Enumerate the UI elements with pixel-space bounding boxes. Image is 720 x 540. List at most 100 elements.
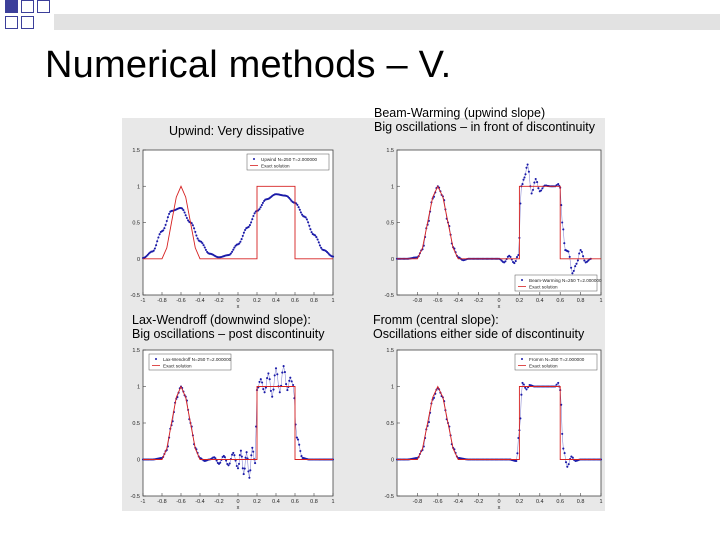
legend-box <box>246 153 330 171</box>
exact-solution-line <box>397 185 601 260</box>
x-tick-label: -0.8 <box>157 499 166 505</box>
numeric-point <box>223 456 226 459</box>
numeric-point <box>250 221 253 224</box>
numeric-point <box>245 451 248 454</box>
numeric-point <box>252 214 255 218</box>
numeric-point <box>281 371 284 374</box>
numeric-point <box>513 262 516 265</box>
y-tick-label: 0.5 <box>132 421 140 427</box>
x-tick-label: 0.6 <box>291 298 299 304</box>
numeric-point <box>258 380 261 383</box>
numeric-point <box>233 246 236 249</box>
numeric-point <box>562 447 565 450</box>
numeric-point <box>570 266 573 269</box>
plot-area <box>142 149 334 296</box>
plot-area <box>396 149 602 296</box>
numeric-point <box>521 381 524 384</box>
numeric-point <box>157 236 160 239</box>
numeric-point <box>560 403 563 406</box>
y-tick-label: 0.5 <box>386 421 394 427</box>
y-tick-label: 0 <box>391 458 394 464</box>
numeric-point <box>515 459 518 463</box>
exact-solution-line <box>397 385 601 460</box>
numeric-point <box>298 208 301 211</box>
numeric-point <box>283 371 286 374</box>
numeric-point <box>254 462 257 465</box>
x-tick-label: 0.8 <box>577 298 585 304</box>
numeric-point <box>278 391 281 394</box>
numeric-point <box>516 452 519 455</box>
numeric-point <box>555 184 558 187</box>
numeric-point <box>519 417 522 420</box>
x-tick-label: 0 <box>236 499 239 505</box>
numeric-point <box>228 462 231 465</box>
numeric-point <box>523 176 526 179</box>
numeric-point <box>166 216 169 219</box>
numeric-point <box>234 459 237 462</box>
x-tick-label: 0.6 <box>556 499 564 505</box>
numeric-point <box>299 211 302 214</box>
numeric-point <box>578 252 581 255</box>
numeric-point <box>540 189 543 192</box>
numeric-point <box>517 436 520 440</box>
numeric-point <box>297 206 300 209</box>
numeric-point <box>163 227 166 230</box>
numeric-point <box>248 476 251 479</box>
x-axis-label: x <box>237 505 240 511</box>
y-tick-label: 1 <box>137 385 140 391</box>
numeric-point <box>259 378 262 381</box>
x-axis-label: x <box>498 304 501 310</box>
legend-entry: Exact solution <box>529 284 558 289</box>
numeric-point <box>229 252 232 255</box>
y-tick-label: -0.5 <box>385 494 394 500</box>
numeric-point <box>282 365 285 368</box>
numeric-point <box>273 374 276 377</box>
x-tick-label: -0.2 <box>474 499 483 505</box>
numeric-point <box>285 383 288 386</box>
numeric-point <box>292 383 295 387</box>
legend-entry: Lax-Wendroff N=250 T=2.000000 <box>163 357 232 362</box>
numeric-point <box>561 432 564 435</box>
numeric-point <box>244 228 247 232</box>
decor-square <box>21 0 34 13</box>
numeric-point <box>531 188 535 191</box>
numeric-point <box>519 202 522 205</box>
x-tick-label: 0 <box>497 298 500 304</box>
x-tick-label: 1 <box>599 499 602 505</box>
numeric-point <box>244 456 247 459</box>
numeric-point <box>525 388 528 391</box>
numeric-point <box>247 225 250 228</box>
numeric-point <box>247 470 250 473</box>
numeric-point <box>567 463 570 466</box>
x-tick-label: 0.6 <box>291 499 299 505</box>
y-tick-label: -0.5 <box>131 293 140 299</box>
numeric-point <box>533 181 536 184</box>
decor-square <box>21 16 34 29</box>
numeric-point <box>304 216 307 219</box>
x-tick-label: 0.2 <box>253 499 261 505</box>
numeric-point <box>152 249 155 252</box>
slide-title: Numerical methods – V. <box>45 44 452 86</box>
legend-entry: Fromm N=250 T=2.000000 <box>529 357 585 362</box>
numeric-point <box>527 170 530 173</box>
numeric-point <box>316 238 319 241</box>
numeric-point <box>331 255 335 258</box>
numeric-point <box>251 446 254 449</box>
numeric-point <box>317 241 320 244</box>
legend-entry: Exact solution <box>261 163 290 168</box>
numeric-point <box>266 377 269 380</box>
y-tick-label: 0 <box>137 458 140 464</box>
numeric-point <box>575 262 578 265</box>
numeric-point <box>504 260 507 263</box>
numeric-point <box>557 183 560 186</box>
numeric-point <box>579 249 582 252</box>
y-tick-label: 1 <box>391 385 394 391</box>
numeric-point <box>261 201 264 204</box>
numeric-point <box>571 272 574 275</box>
y-tick-label: 0.5 <box>132 221 140 227</box>
numeric-point <box>290 380 293 383</box>
numeric-point <box>295 202 298 205</box>
y-tick-label: -0.5 <box>131 494 140 500</box>
numeric-point <box>241 234 244 237</box>
numeric-point <box>253 212 256 215</box>
